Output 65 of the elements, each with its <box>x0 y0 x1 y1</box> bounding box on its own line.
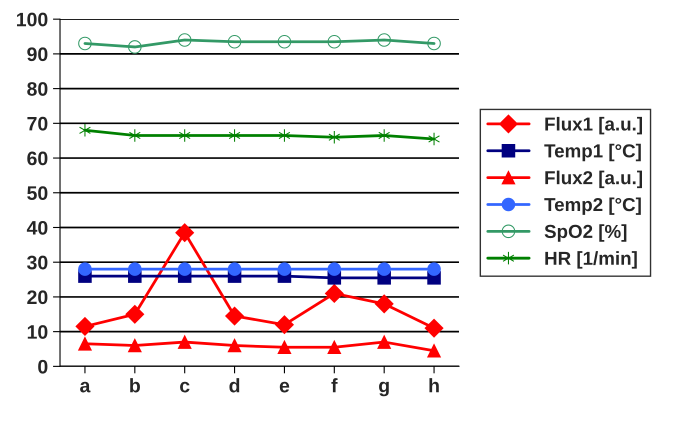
y-tick-label: 0 <box>38 360 48 374</box>
y-tick-label: 60 <box>27 152 48 166</box>
point <box>175 223 194 242</box>
point <box>178 33 192 47</box>
point <box>424 318 444 338</box>
point <box>328 34 342 49</box>
y-tick-label: 20 <box>27 290 48 304</box>
point <box>427 262 441 276</box>
x-tick-label: e <box>280 382 290 392</box>
point <box>377 262 391 276</box>
point <box>328 340 342 354</box>
y-tick-label: 50 <box>27 186 48 200</box>
point <box>79 124 91 138</box>
y-tick-label: 30 <box>27 256 48 270</box>
point <box>428 132 440 146</box>
point <box>128 338 142 352</box>
x-tick-label: d <box>229 378 240 392</box>
y-tick-label: 90 <box>27 47 48 62</box>
legend-label: HR [1/min] <box>545 251 637 269</box>
point <box>328 262 342 276</box>
point <box>228 34 242 49</box>
point <box>225 306 244 326</box>
point <box>377 335 391 349</box>
point <box>228 338 242 352</box>
point <box>178 128 191 142</box>
point <box>427 344 441 358</box>
point <box>178 262 192 276</box>
y-tick-label: 80 <box>27 82 48 96</box>
y-tick-label: 70 <box>27 116 48 131</box>
point <box>278 262 292 276</box>
point <box>278 128 290 142</box>
point <box>377 33 391 47</box>
x-tick-label: b <box>130 378 140 392</box>
y-tick-label: 100 <box>16 12 48 26</box>
x-tick-label: g <box>379 382 389 396</box>
point <box>228 128 240 142</box>
x-tick-label: h <box>429 378 439 392</box>
point <box>278 340 292 354</box>
point <box>76 317 94 336</box>
x-tick-label: f <box>331 378 338 392</box>
point <box>324 284 344 303</box>
point <box>128 128 141 142</box>
point <box>78 36 92 50</box>
point <box>178 335 192 349</box>
legend-label: Flux2 [a.u.] <box>545 170 642 188</box>
y-tick-label: 40 <box>26 220 48 235</box>
point <box>128 40 142 54</box>
legend-label: Flux1 [a.u.] <box>545 116 642 134</box>
point <box>78 337 92 351</box>
legend-label: SpO2 [%] <box>544 224 626 242</box>
point <box>278 34 292 49</box>
point <box>427 36 441 50</box>
point <box>78 262 92 276</box>
point <box>125 304 144 324</box>
point <box>228 262 242 276</box>
legend-label: Temp1 [°C] <box>544 144 641 162</box>
point <box>128 262 142 276</box>
y-tick-label: 10 <box>28 325 48 339</box>
point <box>374 294 394 314</box>
point <box>275 315 294 334</box>
legend-label: Temp2 [°C] <box>544 197 641 215</box>
x-tick-label: a <box>80 382 90 392</box>
x-tick-label: c <box>180 382 190 392</box>
point <box>328 130 340 144</box>
point <box>378 128 390 142</box>
